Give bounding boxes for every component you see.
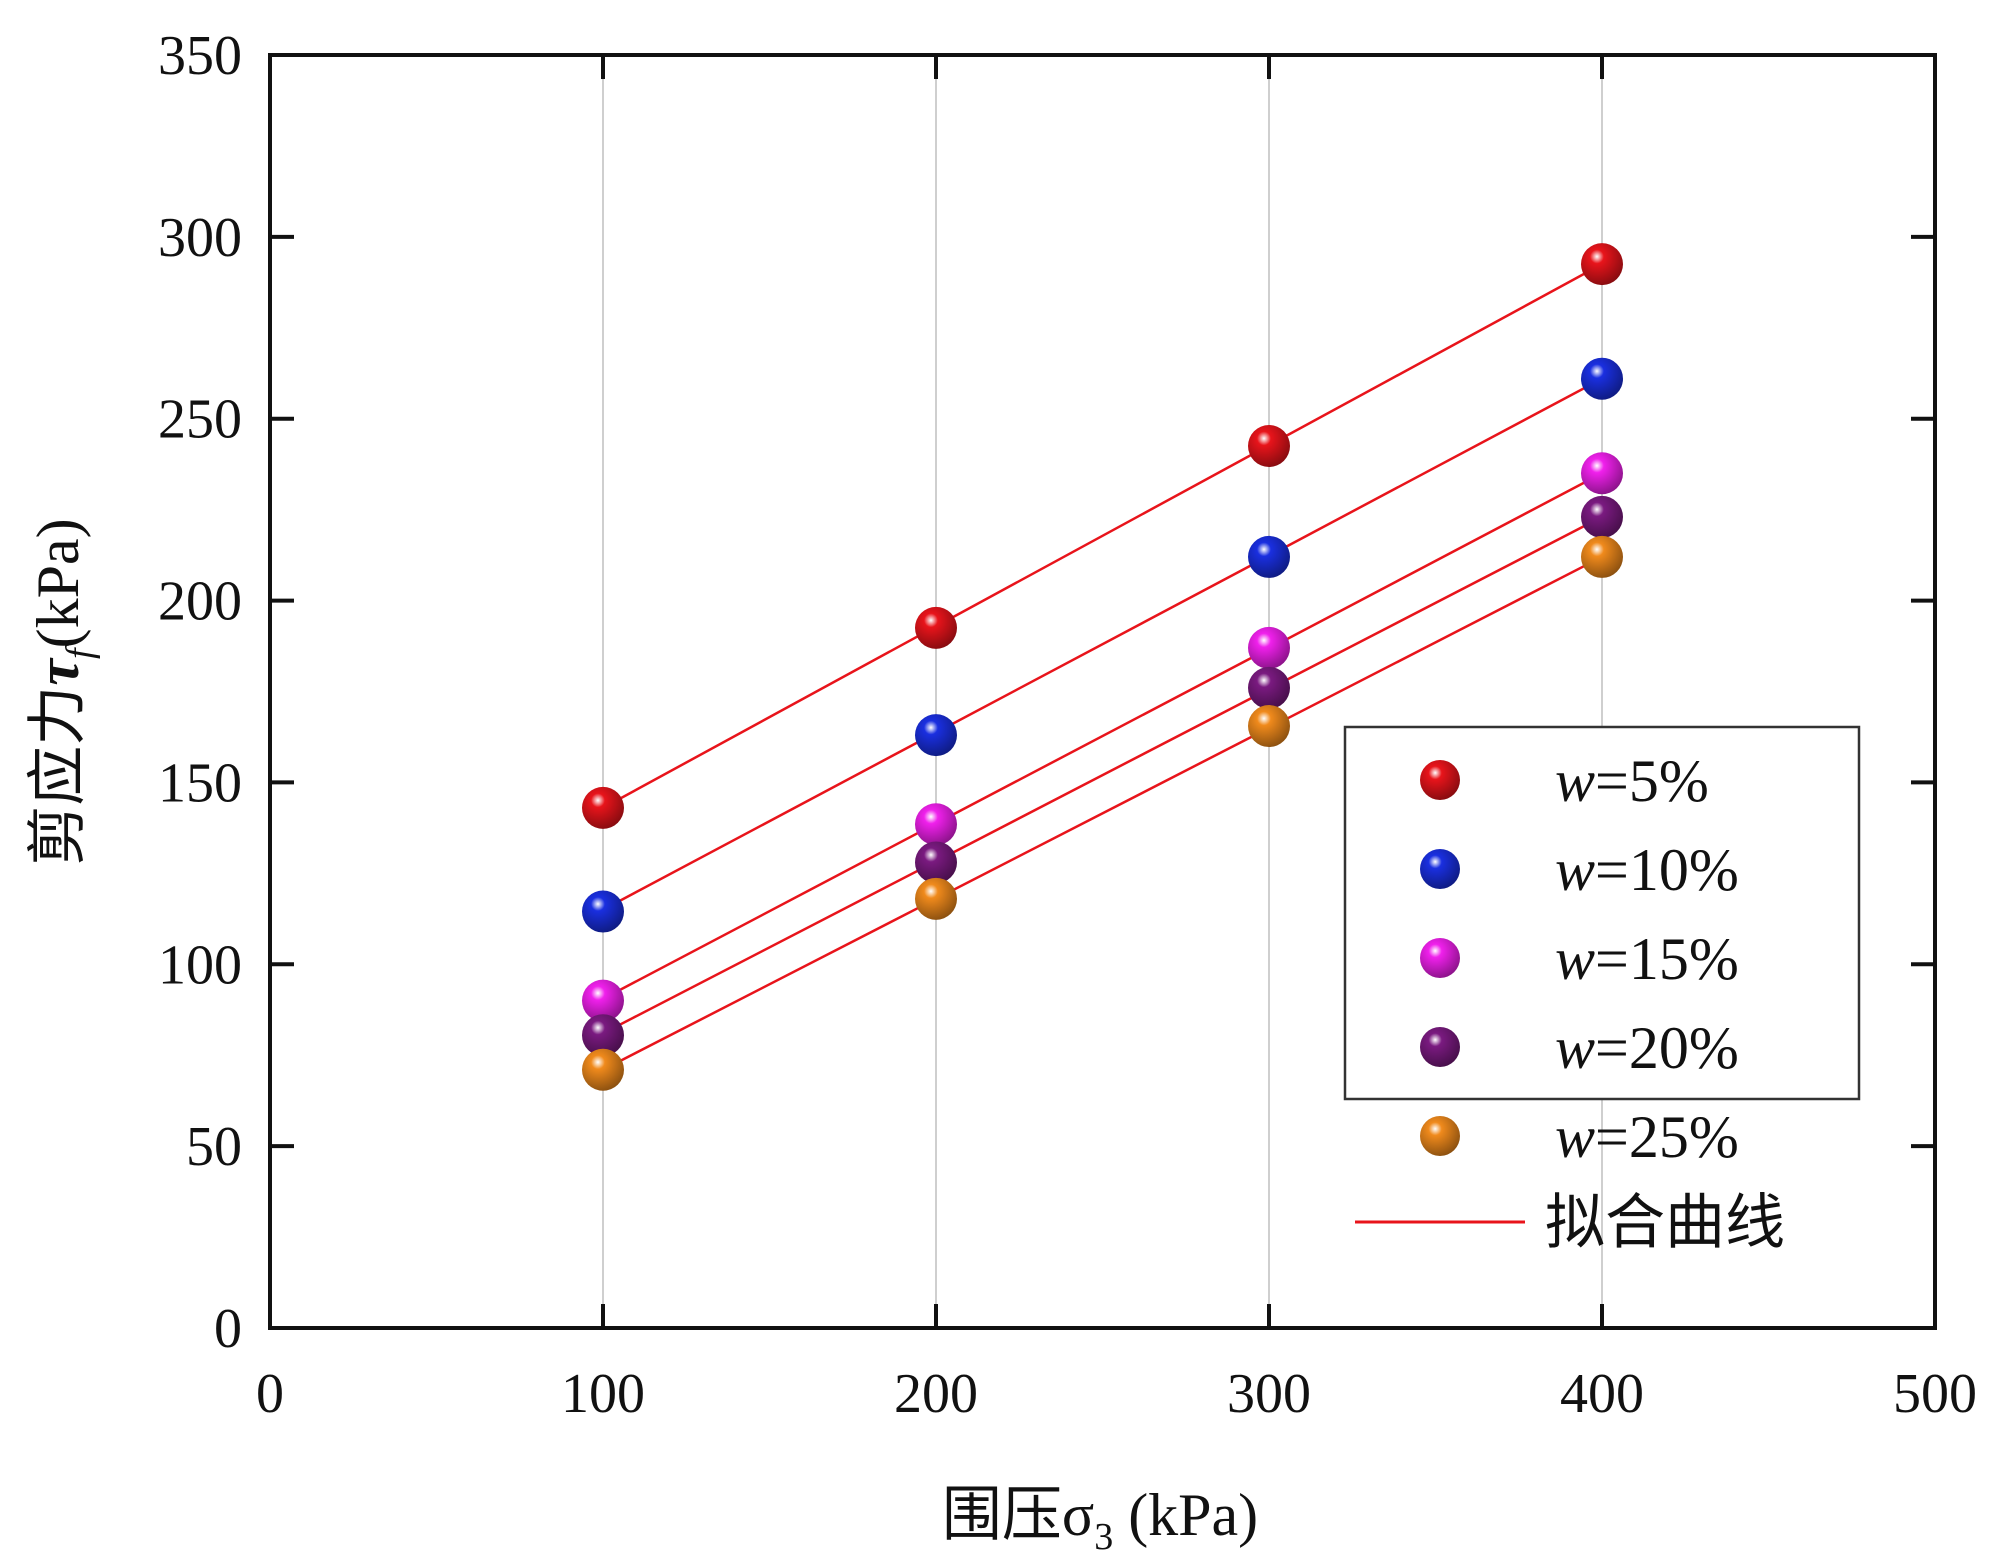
fit-line bbox=[602, 555, 1603, 1071]
data-point bbox=[582, 1048, 624, 1091]
data-point bbox=[915, 877, 957, 920]
fit-line bbox=[602, 472, 1603, 1000]
x-tick-label: 0 bbox=[256, 1363, 284, 1425]
fit-line bbox=[602, 263, 1603, 809]
legend-marker bbox=[1420, 938, 1460, 978]
y-axis-title: 剪应力τf(kPa) bbox=[25, 518, 101, 865]
x-axis-title: 围压σ3 (kPa) bbox=[942, 1482, 1258, 1558]
legend-marker bbox=[1420, 760, 1460, 800]
data-points bbox=[582, 243, 1623, 1091]
x-axis-title-symbol: σ bbox=[1062, 1482, 1094, 1548]
x-tick-label: 500 bbox=[1893, 1363, 1977, 1425]
data-point bbox=[582, 979, 624, 1022]
y-tick-label: 250 bbox=[158, 389, 242, 451]
data-point bbox=[1581, 535, 1623, 578]
data-point bbox=[1581, 452, 1623, 495]
legend-label: w=10% bbox=[1555, 837, 1739, 903]
data-point bbox=[915, 803, 957, 846]
data-point bbox=[1581, 357, 1623, 400]
data-point bbox=[1248, 705, 1290, 748]
legend-fit-line-label: 拟合曲线 bbox=[1545, 1190, 1785, 1256]
data-point bbox=[1248, 626, 1290, 669]
axis-ticks bbox=[268, 53, 1937, 1330]
x-tick-label: 300 bbox=[1227, 1363, 1311, 1425]
data-point bbox=[1248, 666, 1290, 709]
x-tick-label: 400 bbox=[1560, 1363, 1644, 1425]
y-axis-title-unit: (kPa) bbox=[25, 518, 91, 648]
x-tick-label: 200 bbox=[894, 1363, 978, 1425]
legend-marker bbox=[1420, 1027, 1460, 1067]
data-point bbox=[582, 786, 624, 829]
fit-line bbox=[602, 377, 1603, 911]
data-point bbox=[915, 714, 957, 757]
x-axis-title-subscript: 3 bbox=[1094, 1516, 1113, 1558]
data-point bbox=[582, 1014, 624, 1057]
x-axis-title-main: 围压 bbox=[942, 1482, 1062, 1548]
legend-label: w=5% bbox=[1555, 748, 1709, 814]
legend-label: w=15% bbox=[1555, 926, 1739, 992]
y-axis-title-symbol: τ bbox=[25, 657, 91, 686]
legend: w=5% w=10% w=15% w=20% w=25% 拟合曲线 bbox=[1343, 725, 1861, 1256]
data-point bbox=[582, 890, 624, 933]
y-tick-label: 0 bbox=[214, 1298, 242, 1360]
x-tick-label: 100 bbox=[561, 1363, 645, 1425]
y-tick-labels: 0 50 100 150 200 250 300 350 bbox=[158, 25, 242, 1360]
fit-line bbox=[602, 515, 1603, 1035]
data-point bbox=[1248, 535, 1290, 578]
plot-frame bbox=[268, 53, 1937, 1330]
data-point bbox=[1581, 243, 1623, 286]
y-tick-label: 150 bbox=[158, 752, 242, 814]
y-tick-label: 200 bbox=[158, 571, 242, 633]
y-tick-label: 350 bbox=[158, 25, 242, 87]
data-point bbox=[1248, 424, 1290, 467]
data-point bbox=[1581, 495, 1623, 538]
y-tick-label: 100 bbox=[158, 934, 242, 996]
fit-lines bbox=[602, 263, 1603, 1071]
x-axis-title-unit: (kPa) bbox=[1113, 1482, 1258, 1548]
data-point bbox=[915, 841, 957, 884]
x-tick-labels: 0 100 200 300 400 500 bbox=[256, 1363, 1977, 1425]
y-tick-label: 50 bbox=[186, 1116, 242, 1178]
legend-marker bbox=[1420, 1116, 1460, 1156]
legend-label: w=20% bbox=[1555, 1015, 1739, 1081]
legend-label: w=25% bbox=[1555, 1104, 1739, 1170]
data-point bbox=[915, 606, 957, 649]
y-tick-label: 300 bbox=[158, 207, 242, 269]
legend-marker bbox=[1420, 849, 1460, 889]
y-axis-title-main: 剪应力 bbox=[25, 686, 91, 866]
